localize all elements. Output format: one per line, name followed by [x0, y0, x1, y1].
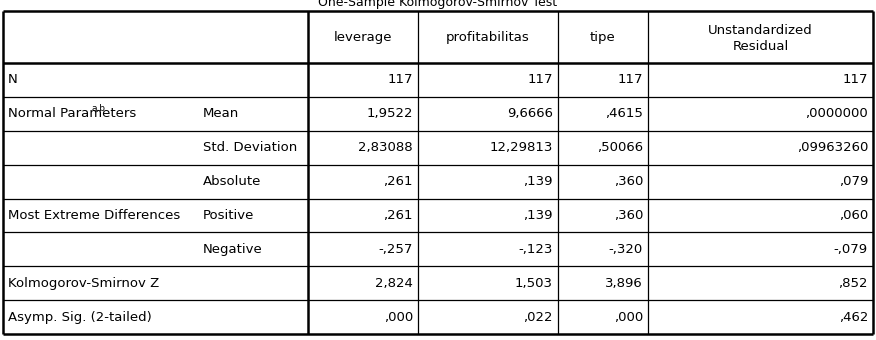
Text: 117: 117 [527, 73, 553, 86]
Text: One-Sample Kolmogorov-Smirnov Test: One-Sample Kolmogorov-Smirnov Test [319, 0, 557, 9]
Text: ,060: ,060 [838, 209, 868, 222]
Text: a,b: a,b [91, 104, 105, 113]
Text: Absolute: Absolute [203, 175, 261, 188]
Text: ,462: ,462 [838, 310, 868, 324]
Text: 1,503: 1,503 [515, 277, 553, 290]
Text: tipe: tipe [590, 31, 616, 44]
Text: leverage: leverage [334, 31, 392, 44]
Text: N: N [8, 73, 18, 86]
Text: 12,29813: 12,29813 [490, 141, 553, 154]
Text: Negative: Negative [203, 243, 263, 256]
Text: ,000: ,000 [614, 310, 643, 324]
Text: ,261: ,261 [384, 175, 413, 188]
Text: ,000: ,000 [384, 310, 413, 324]
Text: ,022: ,022 [524, 310, 553, 324]
Text: 2,824: 2,824 [375, 277, 413, 290]
Text: 9,6666: 9,6666 [507, 107, 553, 120]
Text: Unstandardized: Unstandardized [708, 23, 813, 36]
Text: 3,896: 3,896 [605, 277, 643, 290]
Text: -,079: -,079 [834, 243, 868, 256]
Text: 117: 117 [843, 73, 868, 86]
Text: -,257: -,257 [378, 243, 413, 256]
Text: Most Extreme Differences: Most Extreme Differences [8, 209, 180, 222]
Text: ,360: ,360 [613, 209, 643, 222]
Text: 1,9522: 1,9522 [366, 107, 413, 120]
Text: ,139: ,139 [524, 209, 553, 222]
Text: -,123: -,123 [519, 243, 553, 256]
Text: profitabilitas: profitabilitas [446, 31, 530, 44]
Text: Kolmogorov-Smirnov Z: Kolmogorov-Smirnov Z [8, 277, 159, 290]
Text: ,852: ,852 [838, 277, 868, 290]
Text: ,0000000: ,0000000 [805, 107, 868, 120]
Text: ,139: ,139 [524, 175, 553, 188]
Text: Normal Parameters: Normal Parameters [8, 107, 137, 120]
Text: Asymp. Sig. (2-tailed): Asymp. Sig. (2-tailed) [8, 310, 152, 324]
Text: ,360: ,360 [613, 175, 643, 188]
Text: ,4615: ,4615 [605, 107, 643, 120]
Text: 2,83088: 2,83088 [358, 141, 413, 154]
Text: Mean: Mean [203, 107, 239, 120]
Text: -,320: -,320 [609, 243, 643, 256]
Text: ,079: ,079 [838, 175, 868, 188]
Text: ,09963260: ,09963260 [796, 141, 868, 154]
Text: 117: 117 [618, 73, 643, 86]
Text: 117: 117 [387, 73, 413, 86]
Text: Residual: Residual [732, 39, 788, 52]
Text: Std. Deviation: Std. Deviation [203, 141, 297, 154]
Text: ,50066: ,50066 [597, 141, 643, 154]
Text: ,261: ,261 [384, 209, 413, 222]
Text: Positive: Positive [203, 209, 254, 222]
